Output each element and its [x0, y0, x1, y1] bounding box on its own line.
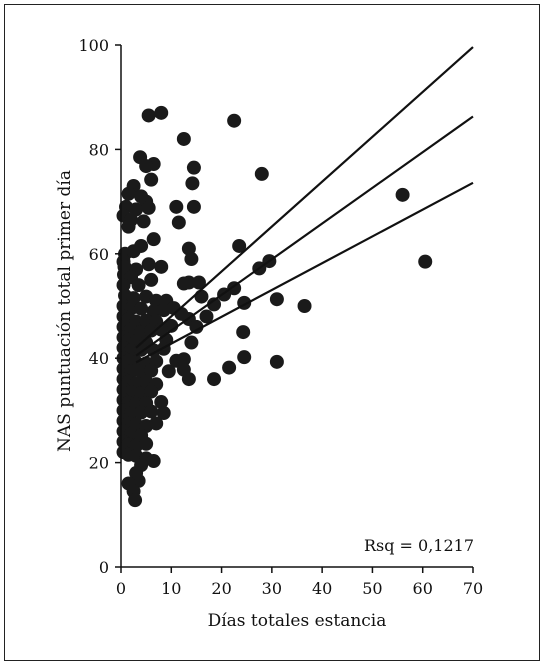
data-point — [141, 257, 156, 272]
fit-lines-layer — [135, 46, 474, 364]
data-point — [154, 322, 169, 337]
x-tick-label: 10 — [161, 579, 181, 598]
y-axis-label: NAS puntuación total primer día — [55, 170, 75, 452]
data-point — [144, 404, 159, 419]
fit-line — [135, 115, 474, 357]
data-point — [144, 172, 159, 187]
y-tick-label: 40 — [89, 349, 109, 368]
data-point — [227, 113, 242, 128]
data-point — [121, 186, 136, 201]
data-point — [134, 364, 149, 379]
data-point — [176, 131, 191, 146]
data-point — [139, 436, 154, 451]
data-point — [207, 372, 222, 387]
data-point — [136, 214, 151, 229]
data-point — [144, 384, 159, 399]
data-point — [189, 319, 204, 334]
data-point — [146, 304, 161, 319]
data-point — [269, 354, 284, 369]
points-layer — [116, 105, 433, 508]
x-tick-label: 40 — [312, 579, 332, 598]
data-point — [185, 176, 200, 191]
data-point — [146, 454, 161, 469]
data-point — [154, 395, 169, 410]
data-point — [126, 291, 141, 306]
data-point — [194, 289, 209, 304]
data-point — [134, 405, 149, 420]
data-point — [146, 232, 161, 247]
rsq-annotation: Rsq = 0,1217 — [364, 536, 474, 555]
fit-line — [135, 181, 474, 364]
data-point — [181, 275, 196, 290]
data-point — [207, 297, 222, 312]
data-point — [184, 252, 199, 267]
data-point — [149, 293, 164, 308]
data-point — [297, 299, 312, 313]
y-tick-label: 20 — [89, 454, 109, 473]
data-point — [236, 325, 251, 340]
chart-frame — [4, 4, 540, 661]
data-point — [144, 272, 159, 287]
ticks-layer: 0 10 20 30 40 50 60 70 0 20 40 60 80 100 — [78, 36, 483, 598]
data-point — [156, 406, 171, 421]
x-tick-label: 60 — [413, 579, 433, 598]
axes-layer — [120, 45, 473, 568]
data-point — [186, 160, 201, 175]
data-point — [131, 278, 146, 293]
data-point — [181, 372, 196, 387]
data-point — [154, 105, 169, 120]
data-point — [418, 254, 433, 269]
y-tick-label: 0 — [99, 558, 109, 577]
data-point — [116, 278, 131, 293]
data-point — [222, 360, 237, 375]
data-point — [141, 200, 156, 215]
data-point — [169, 199, 184, 214]
data-point — [161, 364, 176, 379]
x-tick-label: 50 — [362, 579, 382, 598]
data-point — [186, 199, 201, 214]
data-point — [232, 238, 247, 253]
data-point — [254, 166, 269, 181]
data-point — [199, 309, 214, 324]
data-point — [184, 335, 199, 350]
data-point — [129, 202, 144, 217]
data-point — [139, 159, 154, 174]
data-point — [144, 363, 159, 378]
data-point — [171, 215, 186, 230]
data-point — [395, 187, 410, 202]
data-point — [176, 352, 191, 367]
data-point — [121, 219, 136, 234]
data-point — [191, 275, 206, 290]
data-point — [237, 350, 252, 365]
data-point — [181, 241, 196, 256]
data-point — [141, 108, 156, 123]
data-point — [149, 416, 164, 431]
x-axis-label: Días totales estancia — [208, 611, 387, 631]
y-tick-label: 80 — [89, 140, 109, 159]
x-tick-label: 20 — [211, 579, 231, 598]
data-point — [126, 244, 141, 259]
y-tick-label: 60 — [89, 245, 109, 264]
data-point — [144, 323, 159, 338]
y-tick-label: 100 — [78, 36, 109, 55]
data-point — [128, 493, 143, 508]
x-tick-label: 0 — [116, 579, 126, 598]
data-point — [269, 292, 284, 307]
fit-line — [135, 46, 474, 349]
data-point — [154, 259, 169, 274]
x-tick-label: 70 — [463, 579, 483, 598]
data-point — [134, 301, 149, 316]
x-tick-label: 30 — [262, 579, 282, 598]
